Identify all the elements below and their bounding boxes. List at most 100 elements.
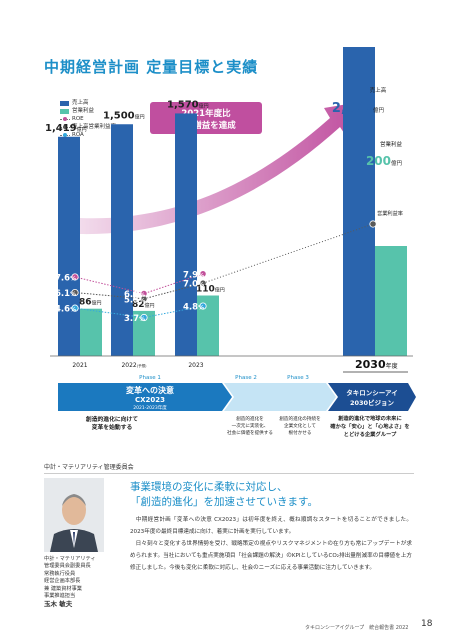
unit-label: 億円 [92,300,102,307]
bar-sales [111,124,133,356]
committee-body: 中期経営計画「変革への決意 CX2023」は初年度を終え、概ね順調なスタートを切… [130,517,412,571]
x-axis-tick-label: 2022(予想) [121,362,147,369]
role-line: 経営企画本部長 [44,578,81,585]
legend-item-profit: 営業利益 [60,107,116,115]
unit-label: 億円 [373,106,385,114]
margin-line-extension [202,223,374,284]
roe-point [199,270,207,278]
headline-line-1: 事業環境の変化に柔軟に対応し、 [130,481,288,493]
phase-2-description: 創造的進化を [236,415,264,422]
person-name: 玉木 敏夫 [44,600,73,609]
legend-label: 売上高営業利益率 [72,124,117,130]
role-line: 常務執行役員 [44,570,76,577]
x-axis-tick-label-2030: 2030年度 [355,358,398,371]
unit-label: % [139,292,145,299]
bar-sales [58,136,80,356]
phase-1-description: 創造的進化に向けて [85,415,138,423]
decision-years: 2021-2023年度 [133,404,167,411]
unit-label: % [198,282,204,289]
unit-label: % [395,223,401,230]
unit-label: 年度 [386,362,398,370]
arrow-callout-text: 増収増益を達成 [176,120,236,131]
legend-label: ROE [72,116,84,122]
legend-item-margin: 売上高営業利益率 [60,123,116,131]
page-title: 中期経営計画 定量目標と実績 [44,58,259,76]
bar-profit [197,295,219,356]
roe-value-label: 7.6% [55,273,76,283]
vision-description: 確かな「安心」と「心地よさ」を [330,422,409,430]
roe-point [71,273,79,281]
sales-value-label: 1,500億円 [103,110,145,121]
profit-value-label: 110億円 [196,285,225,295]
decision-subtitle: CX2023 [135,396,165,404]
vision-description: 創造的進化で地球の未来に [337,414,402,422]
margin-point [140,295,148,303]
target-margin-value: 10% [382,220,401,231]
target-profit-caption: 営業利益 [380,140,403,148]
target-profit-value: 200億円 [366,154,403,168]
unit-label: (予想) [137,363,147,368]
phase-3-description: 根付かせる [289,429,312,436]
unit-label: 億円 [77,126,87,133]
chart-legend: 売上高 営業利益 ROE 売上高営業利益率 ROA [60,99,116,139]
arrow-callout-text: 2021年度比 [181,108,231,119]
unit-label: % [139,297,145,304]
target-sales-caption: 売上高 [370,86,387,94]
profit-value-label: 82億円 [132,300,155,310]
role-line: 中計・マテリアリティ [44,556,96,562]
committee-header: 中計・マテリアリティ管理委員会 [44,464,134,471]
person-meta: 中計・マテリアリティ 管理委員会副委員長 常務執行役員 経営企画本部長 兼 建築… [44,556,114,609]
phase-2-3-banner [224,383,336,411]
legend-item-roa: ROA [60,131,116,139]
roa-point [140,313,148,322]
phase-2-description: 社会に価値を提供する [227,429,273,436]
margin-value-label: 6.1% [55,289,76,299]
phase-3-description: 創造的進化の持続を [279,415,321,422]
roa-point [199,302,207,310]
headline-line-2: 「創造的進化」を加速させていきます。 [130,496,318,508]
bar-sales [343,47,375,356]
legend-label: ROA [72,132,84,138]
legend-item-sales: 売上高 [60,99,116,107]
vision-description: とどける企業グループ [344,430,397,438]
vision-banner [328,383,416,411]
x-axis-tick-label: 2023 [188,362,203,369]
bar-sales [175,113,197,356]
role-line: 事業推進担当 [44,593,76,600]
phase-3-label: Phase 3 [287,375,309,381]
bar-profit [133,310,155,356]
phase-1-description: 変革を始動する [92,423,133,431]
roa-value-label: 4.6% [55,305,76,315]
page-number: 18 [421,619,433,629]
unit-label: % [198,305,204,312]
unit-label: 億円 [391,159,403,167]
legend-label: 売上高 [72,100,89,106]
phase-1-banner [58,383,232,411]
portrait-photo [44,478,104,552]
target-sales-value: 2,000億円 [332,101,385,116]
sales-value-label: 1,570億円 [167,99,209,110]
unit-label: 億円 [145,302,155,309]
phase-1-label: Phase 1 [139,375,161,381]
margin-value-label: 5.5% [124,295,145,305]
role-line: 兼 建築資材事業 [44,585,82,592]
x-axis-tick-label: 2021 [72,362,87,369]
role-line: 管理委員会副委員長 [44,563,91,570]
margin-point [369,220,377,228]
roe-value-label: 7.9% [183,270,204,280]
unit-label: % [70,275,76,282]
person-portrait-icon [44,478,104,552]
roe-line [74,273,204,295]
vision-title: タキロンシーアイ [346,388,397,397]
profit-value-label: 86億円 [79,298,102,308]
roa-value-label: 3.7% [124,314,145,324]
roa-point [71,304,79,312]
legend-label: 営業利益 [72,108,95,114]
vision-subtitle: 2030ビジョン [350,398,395,407]
decision-title: 変革への決意 [126,385,174,395]
target-margin-caption: 営業利益率 [377,209,403,217]
phase-3-description: 企業文化として [284,422,316,429]
margin-value-label: 7.0% [183,280,204,290]
unit-label: 億円 [215,287,225,294]
